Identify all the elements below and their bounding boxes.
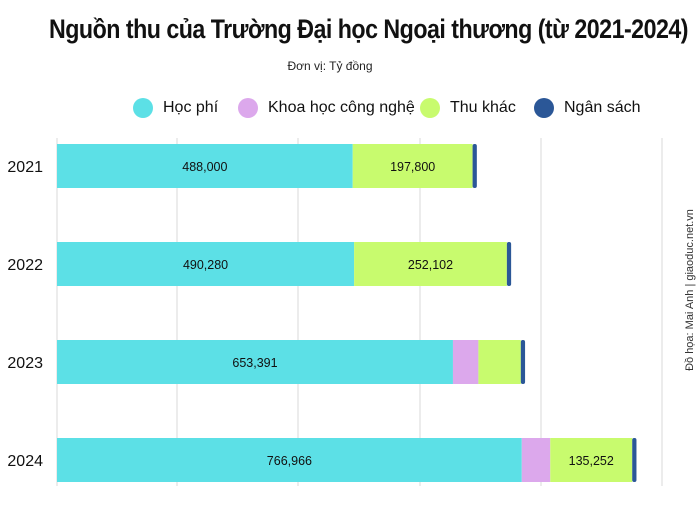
bar-ngan_sach-2022 (506, 242, 512, 286)
bar-thu_khac-2024 (550, 438, 633, 482)
bar-ngan_sach-2024 (632, 438, 637, 482)
data-label-thu_khac-2021: 197,800 (390, 160, 435, 174)
legend-label-ngan-sach: Ngân sách (564, 99, 641, 116)
data-label-hoc_phi-2022: 490,280 (183, 258, 228, 272)
chart-subtitle: Đơn vị: Tỷ đồng (287, 59, 373, 73)
bar-hoc_phi-2022 (57, 242, 355, 286)
bar-ngan_sach-2023 (520, 340, 526, 384)
legend-item-khcn: Khoa học công nghệ (238, 96, 415, 120)
legend-swatch-hoc-phi (133, 98, 153, 118)
legend-label-hoc-phi: Học phí (163, 99, 219, 116)
y-tick-label-2022: 2022 (7, 257, 43, 274)
data-label-thu_khac-2022: 252,102 (408, 258, 453, 272)
bar-ngan_sach-2021 (472, 144, 477, 188)
legend-label-thu-khac: Thu khác (450, 99, 516, 116)
legend-swatch-ngan-sach (534, 98, 554, 118)
chart-title: Nguồn thu của Trường Đại học Ngoại thươn… (49, 14, 689, 44)
bar-thu_khac-2022 (354, 242, 507, 286)
legend-item-hoc-phi: Học phí (133, 96, 218, 120)
bar-hoc_phi-2023 (57, 340, 453, 384)
data-label-hoc_phi-2023: 653,391 (232, 356, 277, 370)
legend-swatch-thu-khac (420, 98, 440, 118)
data-label-thu_khac-2024: 135,252 (569, 454, 614, 468)
bar-khcn-2024 (521, 438, 551, 482)
y-tick-label-2021: 2021 (7, 159, 43, 176)
legend: Học phí Khoa học công nghệ Thu khác Ngân… (0, 96, 700, 120)
data-label-hoc_phi-2024: 766,966 (267, 454, 312, 468)
data-label-hoc_phi-2021: 488,000 (182, 160, 227, 174)
bar-hoc_phi-2021 (57, 144, 353, 188)
bar-hoc_phi-2024 (57, 438, 522, 482)
y-tick-label-2024: 2024 (7, 453, 43, 470)
bar-thu_khac-2021 (352, 144, 473, 188)
bar-thu_khac-2023 (478, 340, 521, 384)
y-tick-label-2023: 2023 (7, 355, 43, 372)
legend-label-khcn: Khoa học công nghệ (268, 99, 415, 116)
credit-text: Đồ họa: Mai Anh | giaoduc.net.vn (684, 209, 696, 371)
bar-khcn-2023 (452, 340, 479, 384)
legend-swatch-khcn (238, 98, 258, 118)
legend-item-thu-khac: Thu khác (420, 96, 516, 120)
legend-item-ngan-sach: Ngân sách (534, 96, 641, 120)
